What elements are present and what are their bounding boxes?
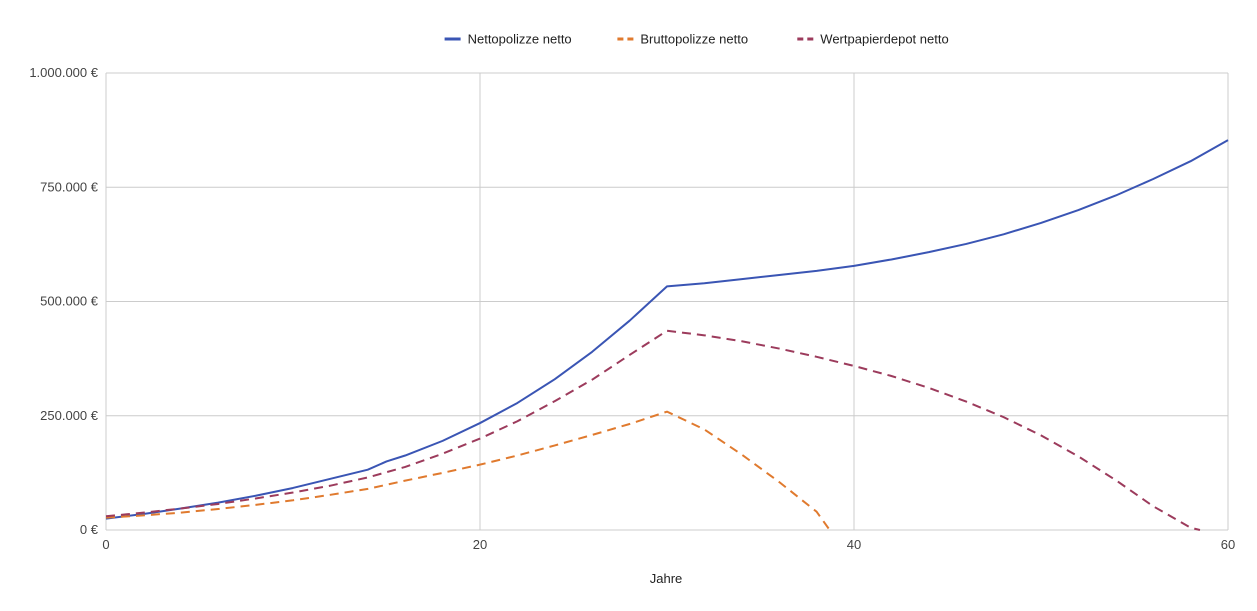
y-tick-label: 1.000.000 € xyxy=(29,65,98,80)
series-line-3 xyxy=(105,329,1201,531)
legend: Nettopolizze netto Bruttopolizze netto Wer… xyxy=(444,32,949,47)
y-tick-label: 250.000 € xyxy=(40,408,99,423)
series-line-1 xyxy=(105,139,1229,520)
y-tick-label: 500.000 € xyxy=(40,294,99,309)
legend-item[interactable]: Nettopolizze netto xyxy=(444,32,572,47)
legend-label: Nettopolizze netto xyxy=(468,32,572,47)
y-tick-label: 750.000 € xyxy=(40,179,99,194)
x-axis-title: Jahre xyxy=(650,571,683,586)
legend-label: Bruttopolizze netto xyxy=(640,32,748,47)
y-axis-tick-labels: 0 € 250.000 € 500.000 € 750.000 € 1.000.000 … xyxy=(29,65,98,537)
x-tick-label: 60 xyxy=(1221,537,1235,552)
x-tick-label: 20 xyxy=(473,537,487,552)
series-lines xyxy=(105,139,1229,531)
legend-label: Wertpapierdepot netto xyxy=(820,32,948,47)
x-axis-tick-labels: 0 20 40 60 xyxy=(102,537,1235,552)
series-line-2 xyxy=(105,410,831,531)
legend-item[interactable]: Wertpapierdepot netto xyxy=(797,32,949,47)
x-tick-label: 0 xyxy=(102,537,109,552)
legend-item[interactable]: Bruttopolizze netto xyxy=(617,32,748,47)
y-tick-label: 0 € xyxy=(80,522,99,537)
gridlines xyxy=(105,72,1229,531)
x-tick-label: 40 xyxy=(847,537,861,552)
